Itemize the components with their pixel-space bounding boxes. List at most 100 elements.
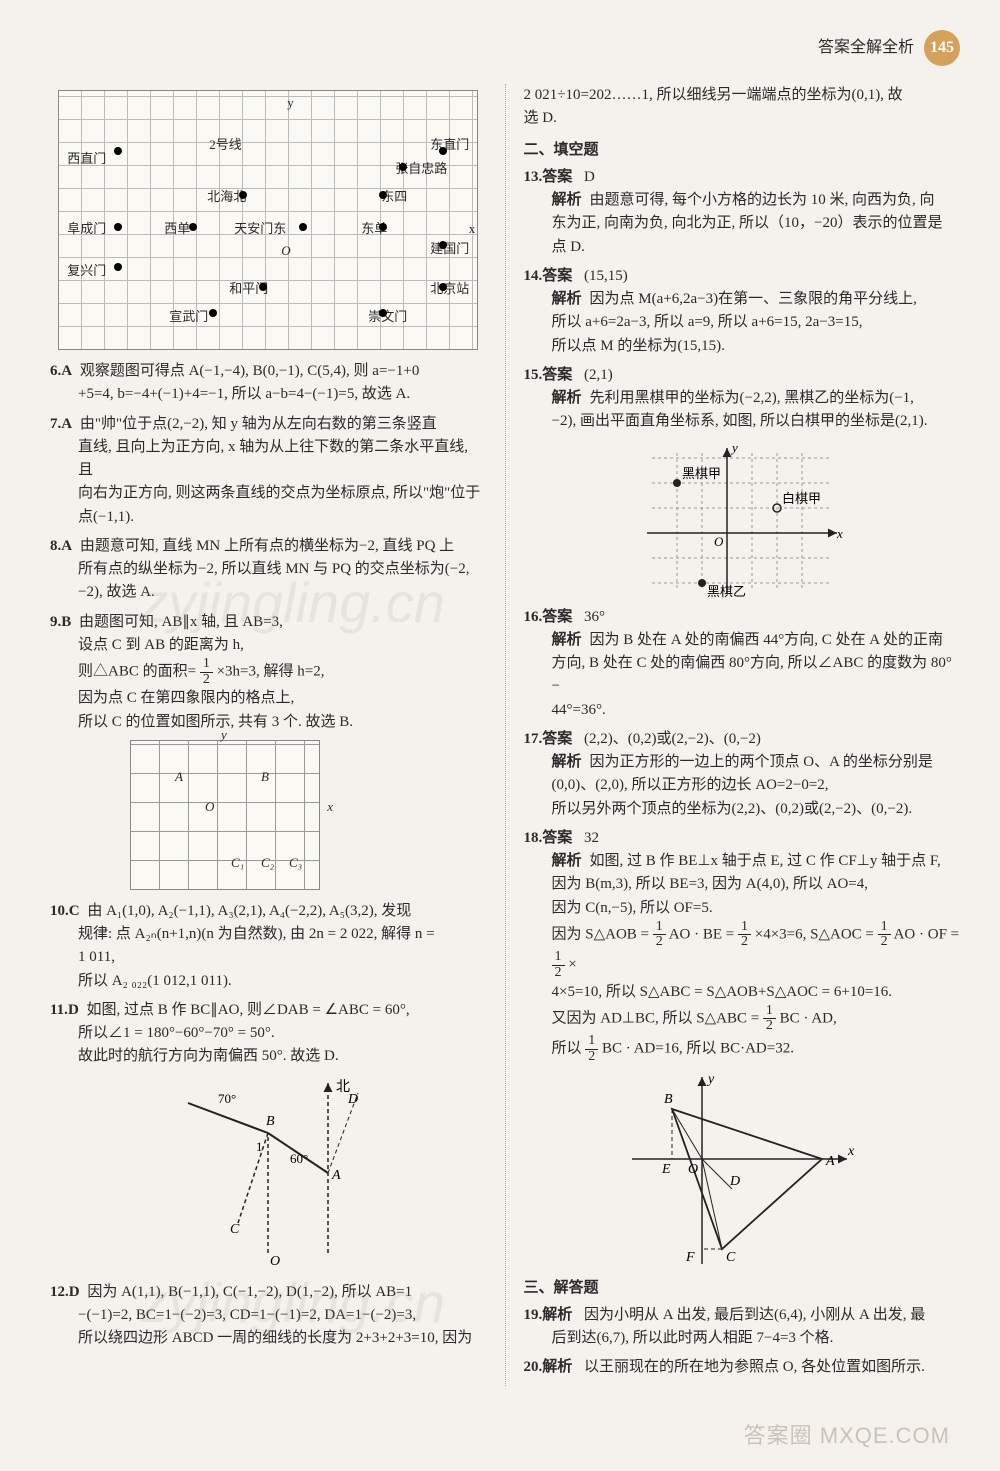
q13-ans: D — [584, 169, 595, 185]
q9-t4: 因为点 C 在第四象限内的格点上, — [50, 687, 487, 710]
question-12: 12.D 因为 A(1,1), B(−1,1), C(−1,−2), D(1,−… — [50, 1281, 487, 1351]
q18-diagram: B A C D E F O x y — [622, 1069, 862, 1269]
question-8: 8.A 由题意可知, 直线 MN 上所有点的横坐标为−2, 直线 PQ 上 所有… — [50, 535, 487, 605]
q12-ans: D — [69, 1284, 80, 1300]
question-9: 9.B 由题图可知, AB∥x 轴, 且 AB=3, 设点 C 到 AB 的距离… — [50, 611, 487, 890]
q10-t3: 1 011, — [50, 946, 487, 969]
q16-ans: 36° — [584, 609, 605, 625]
gf-x: x — [327, 797, 333, 817]
q8-ans: A — [61, 538, 72, 554]
gf-C2: C₂ — [261, 853, 274, 873]
q15-t1: 先利用黑棋甲的坐标为(−2,2), 黑棋乙的坐标为(−1, — [590, 390, 914, 406]
q15-num: 15. — [524, 367, 543, 383]
q17-t1: 因为正方形的一边上的两个顶点 O、A 的坐标分别是 — [590, 754, 933, 770]
q14-anslabel: 答案 — [542, 268, 572, 284]
q18-4b: AO · BE = — [669, 926, 735, 942]
q17-t3: 所以另外两个顶点的坐标为(2,2)、(0,2)或(2,−2)、(0,−2). — [524, 798, 961, 821]
q18-ans: 32 — [584, 830, 599, 846]
bottom-logo: 答案圈 MXQE.COM — [744, 1419, 950, 1453]
svg-text:O: O — [270, 1254, 280, 1269]
two-column-layout: y x 2号线 西直门 东直门 张自忠路 北海北 东四 阜成门 西单 天安门东 … — [50, 84, 960, 1386]
svg-text:y: y — [706, 1072, 715, 1087]
q10-t1: 由 A₁(1,0), A₂(−1,1), A₃(2,1), A₄(−2,2), … — [87, 903, 411, 919]
q16-num: 16. — [524, 609, 543, 625]
q18-4c: ×4×3=6, S△AOC = — [755, 926, 874, 942]
map-origin: O — [281, 241, 290, 261]
q9-ans: B — [61, 614, 71, 630]
q11-num: 11. — [50, 1002, 68, 1018]
section-2-title: 二、填空题 — [524, 139, 961, 162]
q9-num: 9. — [50, 614, 61, 630]
map-xuanwumen: 宣武门 — [169, 307, 208, 327]
q20-num: 20. — [524, 1359, 543, 1375]
question-14: 14.答案 (15,15) 解析因为点 M(a+6,2a−3)在第一、三象限的角… — [524, 265, 961, 358]
q10-t2: 规律: 点 A₂ₙ(n+1,n)(n 为自然数), 由 2n = 2 022, … — [50, 923, 487, 946]
map-jianguomen: 建国门 — [430, 239, 469, 259]
half3: 12 — [878, 920, 891, 950]
left-column: y x 2号线 西直门 东直门 张自忠路 北海北 东四 阜成门 西单 天安门东 … — [50, 84, 487, 1386]
q11-diagram: 北 70° 60° 1 B A D C O — [148, 1073, 388, 1273]
q13-t3: 点 D. — [524, 236, 961, 259]
svg-text:A: A — [331, 1168, 341, 1183]
q14-num: 14. — [524, 268, 543, 284]
q9-t5: 所以 C 的位置如图所示, 共有 3 个. 故选 B. — [50, 711, 487, 734]
q7-t2: 直线, 且向上为正方向, x 轴为从上往下数的第二条水平直线, 且 — [50, 436, 487, 483]
q7-t4: 点(−1,1). — [50, 506, 487, 529]
map-xidan: 西单 — [164, 219, 190, 239]
q18-t5: 4×5=10, 所以 S△ABC = S△AOB+S△AOC = 6+10=16… — [524, 981, 961, 1004]
q12-t1: 因为 A(1,1), B(−1,1), C(−1,−2), D(1,−2), 所… — [87, 1284, 412, 1300]
q14-t3: 所以点 M 的坐标为(15,15). — [524, 335, 961, 358]
half1: 12 — [653, 920, 666, 950]
q8-t1: 由题意可知, 直线 MN 上所有点的横坐标为−2, 直线 PQ 上 — [80, 538, 454, 554]
q19-jx: 解析 — [542, 1307, 572, 1323]
q14-t2: 所以 a+6=2a−3, 所以 a=9, 所以 a+6=15, 2a−3=15, — [524, 311, 961, 334]
map-fuchengmen: 阜成门 — [67, 219, 106, 239]
q18-line6: 又因为 AD⊥BC, 所以 S△ABC = 12 BC · AD, — [524, 1004, 961, 1034]
gf-C3: C₃ — [289, 853, 302, 873]
q19-t2: 后到达(6,7), 所以此时两人相距 7−4=3 个格. — [524, 1327, 961, 1350]
q13-t2: 东为正, 向南为负, 向北为正, 所以（10，−20）表示的位置是 — [524, 212, 961, 235]
q9-t3a: 则△ABC 的面积= — [78, 664, 196, 680]
q18-4d: AO · OF = — [894, 926, 960, 942]
map-xizhimen: 西直门 — [67, 149, 106, 169]
q11-t1: 如图, 过点 B 作 BC∥AO, 则∠DAB = ∠ABC = 60°, — [87, 1002, 410, 1018]
svg-text:70°: 70° — [218, 1091, 236, 1106]
column-divider — [505, 84, 506, 1386]
q6-ans: A — [61, 363, 72, 379]
half6: 12 — [585, 1034, 598, 1064]
q14-ans: (15,15) — [584, 268, 628, 284]
q18-t3: 因为 C(n,−5), 所以 OF=5. — [524, 897, 961, 920]
q18-t2: 因为 B(m,3), 所以 BE=3, 因为 A(4,0), 所以 AO=4, — [524, 873, 961, 896]
q10-num: 10. — [50, 903, 69, 919]
svg-text:黑棋甲: 黑棋甲 — [682, 466, 721, 481]
q16-anslabel: 答案 — [542, 609, 572, 625]
q14-t1: 因为点 M(a+6,2a−3)在第一、三象限的角平分线上, — [590, 291, 917, 307]
q17-ans: (2,2)、(0,2)或(2,−2)、(0,−2) — [584, 731, 761, 747]
svg-text:白棋甲: 白棋甲 — [782, 491, 821, 506]
svg-text:D: D — [729, 1174, 740, 1189]
q10-ans: C — [69, 903, 80, 919]
page-number-badge: 145 — [924, 30, 960, 66]
svg-text:O: O — [688, 1162, 698, 1177]
question-13: 13.答案 D 解析由题意可得, 每个小方格的边长为 10 米, 向西为负, 向… — [524, 166, 961, 259]
map-dongzhimen: 东直门 — [430, 135, 469, 155]
q17-jx: 解析 — [552, 754, 582, 770]
q9-grid-figure: y x A B O C₁ C₂ C₃ — [130, 740, 320, 890]
map-line2: 2号线 — [209, 135, 242, 155]
question-6: 6.A 观察题图可得点 A(−1,−4), B(0,−1), C(5,4), 则… — [50, 360, 487, 407]
q7-t1: 由"帅"位于点(2,−2), 知 y 轴为从左向右数的第三条竖直 — [80, 416, 437, 432]
fraction-half: 12 — [200, 657, 213, 687]
q15-diagram: 黑棋甲 白棋甲 黑棋乙 O x y — [632, 438, 852, 598]
q11-ans: D — [68, 1002, 79, 1018]
svg-text:B: B — [664, 1092, 673, 1107]
half2: 12 — [738, 920, 751, 950]
question-12-cont: 2 021÷10=202……1, 所以细线另一端端点的坐标为(0,1), 故 选… — [524, 84, 961, 131]
svg-text:C: C — [726, 1250, 736, 1265]
q18-anslabel: 答案 — [542, 830, 572, 846]
gf-C1: C₁ — [231, 853, 244, 873]
question-16: 16.答案 36° 解析因为 B 处在 A 处的南偏西 44°方向, C 处在 … — [524, 606, 961, 722]
map-tiananmendong: 天安门东 — [234, 219, 286, 239]
q17-anslabel: 答案 — [542, 731, 572, 747]
q10-t4: 所以 A₂ ₀₂₂(1 012,1 011). — [50, 970, 487, 993]
section-3-title: 三、解答题 — [524, 1277, 961, 1300]
